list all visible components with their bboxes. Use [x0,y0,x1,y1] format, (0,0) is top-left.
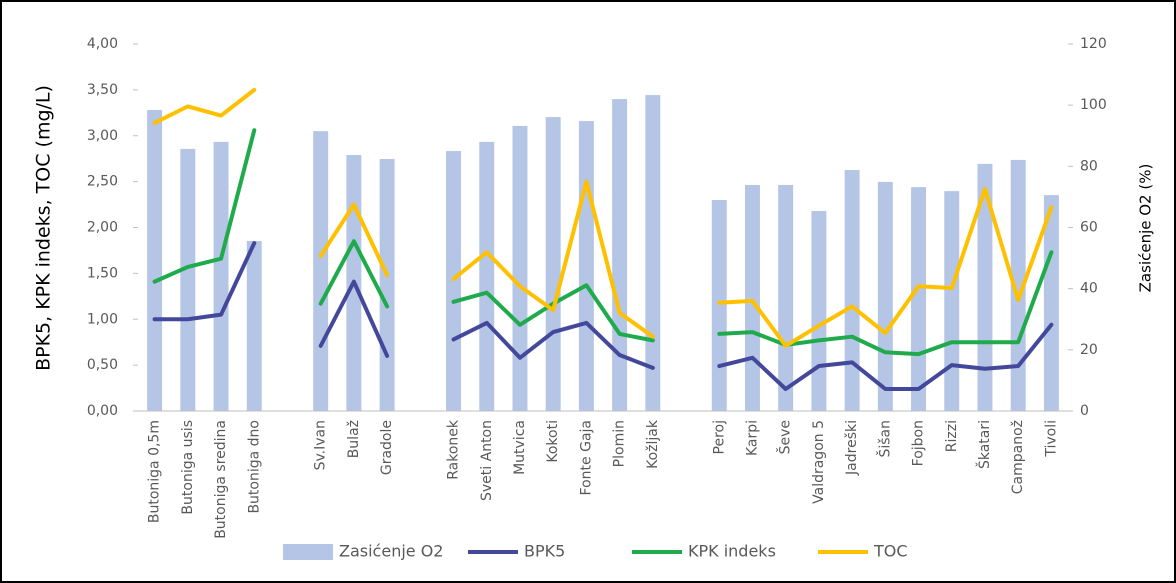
y-tick-label: 1,50 [87,265,118,281]
x-tick-label: Butoniga dno [246,420,262,514]
x-tick-label: Kokoti [545,420,561,463]
x-tick-label: Butoniga sredina [213,420,229,539]
bar [512,125,528,412]
y-tick-label: 3,00 [87,128,118,144]
x-tick-label: Mutvica [512,420,528,475]
line [152,128,257,284]
bar [911,187,927,411]
bar [313,131,329,411]
bar [379,158,395,411]
bar [246,240,262,411]
x-tick-label: Šišan [875,420,893,458]
line [318,239,390,309]
line [717,322,1054,391]
bar [877,181,893,411]
x-tick-label: Valdragon 5 [811,420,827,504]
y-tick-label: 0,50 [87,357,118,373]
x-tick-label: Plomin [612,420,628,467]
x-tick-label: Butoniga usis [180,420,196,515]
legend-label: TOC [873,542,908,561]
line [717,250,1054,357]
bar [778,184,794,411]
line [318,279,390,358]
x-tick-label: Jadreški [844,420,860,476]
x-tick-label: Sveti Anton [479,420,495,501]
bar [977,163,993,411]
line [451,320,655,370]
y-tick-label: 2,00 [87,220,118,236]
bar [147,110,163,411]
y-tick-label: 1,00 [87,311,118,327]
y-tick-label: 3,50 [87,82,118,98]
bar [612,99,628,412]
bar [213,141,229,411]
bar [180,148,196,412]
bar [479,141,495,411]
x-tick-label: Fonte Gaja [578,420,594,495]
bar [545,117,561,411]
x-tick-label: Butoniga 0,5m [147,420,163,523]
bar [645,95,661,412]
legend-label: BPK5 [524,542,565,561]
y-tick-label: 0,00 [87,403,118,419]
y2-tick-label: 20 [1080,342,1098,358]
y-tick-label: 2,50 [87,174,118,190]
bar [811,210,827,411]
x-tick-label: Škatari [975,420,993,469]
legend-label: Zasićenje O2 [339,542,443,561]
x-tick-label: Karpi [744,420,760,456]
bar [844,170,860,411]
legend-label: KPK indeks [688,542,776,561]
x-tick-label: Campanož [1010,420,1026,494]
y-tick-label: 4,00 [87,36,118,52]
line [318,202,390,278]
x-tick-label: Fojbon [911,420,927,466]
y2-tick-label: 40 [1080,281,1098,297]
x-tick-label: Sv.Ivan [313,420,329,470]
x-tick-label: Ševe [776,420,794,454]
line [152,87,257,125]
bar [446,151,462,411]
legend-swatch [283,544,333,560]
y2-tick-label: 60 [1080,220,1098,236]
line [152,241,257,322]
bar [744,184,760,411]
bar [711,199,727,411]
x-tick-label: Peroj [711,420,727,454]
x-tick-label: Bulaž [346,420,362,458]
y2-axis-title: Zasićenje O2 (%) [1137,164,1155,293]
x-tick-label: Rizzi [944,420,960,452]
y-axis-title: BPK5, KPK indeks, TOC (mg/L) [33,85,55,371]
x-tick-label: Rakonek [446,419,462,480]
line [451,179,655,339]
bar [944,191,960,411]
x-tick-label: Kožljak [645,419,661,469]
line [717,186,1054,348]
x-tick-label: Tivoli [1043,420,1059,458]
y2-tick-label: 100 [1080,97,1107,113]
y2-tick-label: 0 [1080,403,1089,419]
y2-tick-label: 120 [1080,36,1107,52]
bar [578,121,594,411]
bar [1043,195,1059,411]
y2-tick-label: 80 [1080,158,1098,174]
x-tick-label: Gradole [379,420,395,475]
bar [1010,159,1026,411]
